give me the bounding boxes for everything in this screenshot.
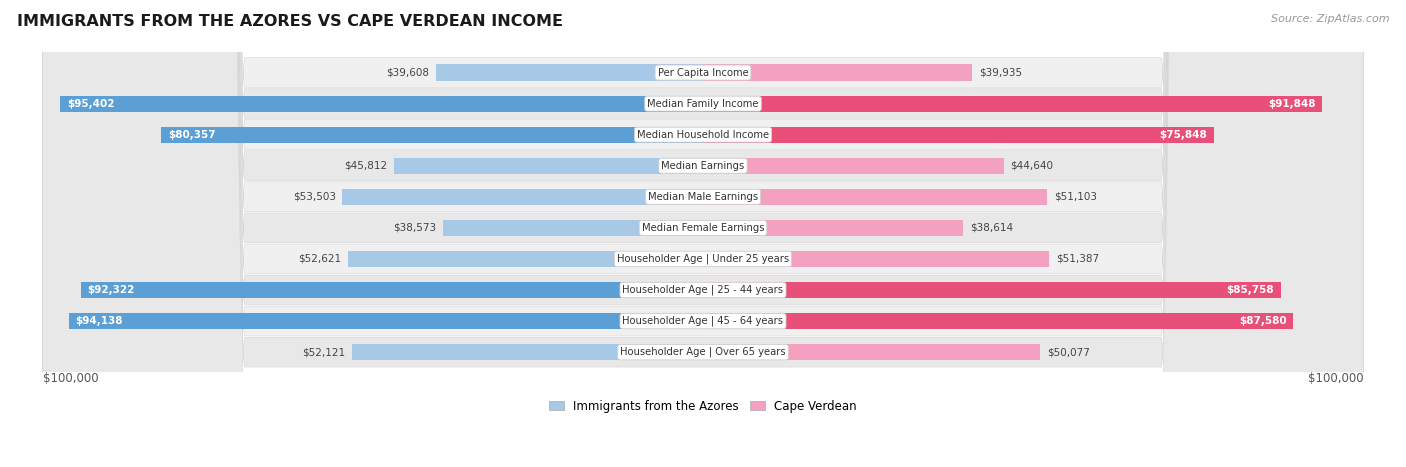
Text: $50,077: $50,077 — [1047, 347, 1090, 357]
FancyBboxPatch shape — [42, 0, 1364, 467]
Bar — [443, 220, 703, 236]
Text: $87,580: $87,580 — [1239, 316, 1286, 326]
FancyBboxPatch shape — [42, 0, 1364, 467]
Text: $92,322: $92,322 — [87, 285, 135, 295]
FancyBboxPatch shape — [42, 0, 1364, 467]
Text: $38,614: $38,614 — [970, 223, 1014, 233]
Bar — [703, 127, 1215, 143]
Text: $51,103: $51,103 — [1054, 192, 1097, 202]
Bar — [436, 64, 703, 81]
Bar — [394, 158, 703, 174]
Text: $45,812: $45,812 — [344, 161, 388, 171]
Bar — [343, 189, 703, 205]
Text: Median Female Earnings: Median Female Earnings — [641, 223, 765, 233]
Text: $95,402: $95,402 — [67, 99, 114, 109]
FancyBboxPatch shape — [42, 0, 1364, 467]
Text: $52,121: $52,121 — [302, 347, 344, 357]
Bar — [80, 282, 703, 298]
Text: $100,000: $100,000 — [1308, 372, 1364, 385]
Bar — [703, 96, 1322, 112]
FancyBboxPatch shape — [42, 0, 1364, 467]
Text: $51,387: $51,387 — [1056, 254, 1099, 264]
Text: Householder Age | 25 - 44 years: Householder Age | 25 - 44 years — [623, 285, 783, 295]
Text: $100,000: $100,000 — [42, 372, 98, 385]
Bar — [60, 96, 703, 112]
Bar — [703, 64, 972, 81]
Text: Source: ZipAtlas.com: Source: ZipAtlas.com — [1271, 14, 1389, 24]
Bar — [703, 251, 1049, 267]
Bar — [703, 282, 1281, 298]
Text: $75,848: $75,848 — [1160, 130, 1208, 140]
Text: $39,935: $39,935 — [979, 68, 1022, 78]
Text: Householder Age | Over 65 years: Householder Age | Over 65 years — [620, 347, 786, 357]
Bar — [69, 313, 703, 329]
Text: $85,758: $85,758 — [1226, 285, 1274, 295]
Text: Per Capita Income: Per Capita Income — [658, 68, 748, 78]
Bar — [349, 251, 703, 267]
FancyBboxPatch shape — [42, 0, 1364, 467]
Bar — [352, 344, 703, 360]
Text: $91,848: $91,848 — [1268, 99, 1315, 109]
FancyBboxPatch shape — [42, 0, 1364, 467]
FancyBboxPatch shape — [42, 0, 1364, 467]
Text: $52,621: $52,621 — [298, 254, 342, 264]
Text: $38,573: $38,573 — [394, 223, 436, 233]
Text: Median Earnings: Median Earnings — [661, 161, 745, 171]
Legend: Immigrants from the Azores, Cape Verdean: Immigrants from the Azores, Cape Verdean — [544, 395, 862, 417]
Text: IMMIGRANTS FROM THE AZORES VS CAPE VERDEAN INCOME: IMMIGRANTS FROM THE AZORES VS CAPE VERDE… — [17, 14, 562, 29]
Text: Median Male Earnings: Median Male Earnings — [648, 192, 758, 202]
Text: $80,357: $80,357 — [169, 130, 215, 140]
Text: $44,640: $44,640 — [1011, 161, 1053, 171]
Text: $53,503: $53,503 — [292, 192, 336, 202]
Text: $94,138: $94,138 — [76, 316, 122, 326]
Bar — [162, 127, 703, 143]
Text: $39,608: $39,608 — [387, 68, 429, 78]
Bar — [703, 344, 1040, 360]
Text: Householder Age | Under 25 years: Householder Age | Under 25 years — [617, 254, 789, 264]
Bar — [703, 220, 963, 236]
Text: Median Household Income: Median Household Income — [637, 130, 769, 140]
FancyBboxPatch shape — [42, 0, 1364, 467]
Bar — [703, 313, 1294, 329]
Bar — [703, 189, 1047, 205]
Bar — [703, 158, 1004, 174]
FancyBboxPatch shape — [42, 0, 1364, 467]
Text: Householder Age | 45 - 64 years: Householder Age | 45 - 64 years — [623, 316, 783, 326]
Text: Median Family Income: Median Family Income — [647, 99, 759, 109]
